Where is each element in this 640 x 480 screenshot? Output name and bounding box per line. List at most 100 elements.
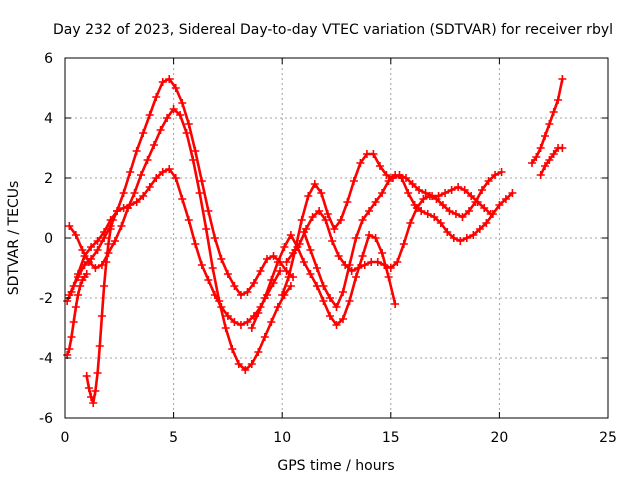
data-point bbox=[249, 279, 258, 287]
data-point bbox=[256, 267, 265, 275]
data-point bbox=[432, 195, 441, 203]
x-tick-label: 20 bbox=[490, 430, 508, 446]
y-tick-label: 6 bbox=[44, 51, 53, 67]
x-tick-label: 15 bbox=[382, 430, 400, 446]
data-point bbox=[260, 294, 269, 302]
data-point bbox=[289, 249, 298, 257]
data-point bbox=[197, 177, 206, 185]
series-line bbox=[65, 167, 282, 327]
data-point bbox=[484, 177, 493, 185]
data-point bbox=[317, 189, 326, 197]
data-point bbox=[69, 318, 78, 326]
data-point bbox=[423, 210, 432, 218]
data-point bbox=[441, 189, 450, 197]
data-point bbox=[358, 252, 367, 260]
data-point bbox=[204, 207, 213, 215]
data-point bbox=[458, 213, 467, 221]
data-point bbox=[221, 324, 230, 332]
data-point bbox=[339, 288, 348, 296]
data-point bbox=[278, 291, 287, 299]
data-point bbox=[358, 216, 367, 224]
data-point bbox=[299, 258, 308, 266]
data-point bbox=[93, 246, 102, 254]
data-point bbox=[325, 294, 334, 302]
data-point bbox=[208, 264, 217, 272]
data-point bbox=[475, 225, 484, 233]
data-point bbox=[100, 282, 109, 290]
data-point bbox=[228, 345, 237, 353]
data-point bbox=[415, 186, 424, 194]
data-point bbox=[197, 261, 206, 269]
data-point bbox=[178, 195, 187, 203]
data-point bbox=[386, 264, 395, 272]
data-point bbox=[71, 231, 80, 239]
data-point bbox=[328, 237, 337, 245]
data-point bbox=[336, 216, 345, 224]
data-point bbox=[230, 318, 239, 326]
data-point bbox=[67, 333, 76, 341]
data-point bbox=[325, 312, 334, 320]
tick-layer: 0 5 10 15 20 25 -6 -4 -2 0 2 4 6 bbox=[39, 51, 617, 446]
data-point bbox=[273, 303, 282, 311]
data-point bbox=[84, 258, 93, 266]
data-point bbox=[280, 243, 289, 251]
data-point bbox=[378, 249, 387, 257]
data-point bbox=[460, 186, 469, 194]
data-point bbox=[406, 219, 415, 227]
data-point bbox=[299, 228, 308, 236]
data-point bbox=[87, 243, 96, 251]
data-point bbox=[306, 270, 315, 278]
data-point bbox=[89, 399, 98, 407]
data-point bbox=[449, 234, 458, 242]
data-point bbox=[76, 282, 85, 290]
data-point bbox=[195, 189, 204, 197]
data-point bbox=[82, 372, 91, 380]
data-point bbox=[419, 195, 428, 203]
data-point bbox=[191, 147, 200, 155]
data-point bbox=[171, 174, 180, 182]
x-tick-label: 0 bbox=[61, 430, 70, 446]
data-point bbox=[150, 141, 159, 149]
data-point bbox=[352, 234, 361, 242]
series-track-8 bbox=[299, 171, 517, 311]
data-point bbox=[541, 132, 550, 140]
series-track-5 bbox=[63, 270, 91, 359]
y-tick-label: -6 bbox=[39, 411, 53, 427]
data-point bbox=[445, 207, 454, 215]
data-point bbox=[371, 198, 380, 206]
data-point bbox=[456, 237, 465, 245]
data-point bbox=[467, 192, 476, 200]
data-point bbox=[276, 267, 285, 275]
data-point bbox=[365, 231, 374, 239]
series-track-11 bbox=[536, 144, 567, 179]
data-point bbox=[87, 393, 96, 401]
data-point bbox=[310, 180, 319, 188]
x-tick-label: 25 bbox=[599, 430, 617, 446]
data-point bbox=[558, 144, 567, 152]
data-point bbox=[501, 195, 510, 203]
data-point bbox=[241, 366, 250, 374]
data-point bbox=[191, 240, 200, 248]
data-point bbox=[65, 222, 74, 230]
data-point bbox=[421, 189, 430, 197]
data-point bbox=[482, 219, 491, 227]
data-point bbox=[202, 225, 211, 233]
data-point bbox=[384, 273, 393, 281]
data-point bbox=[132, 198, 141, 206]
data-point bbox=[365, 207, 374, 215]
data-point bbox=[71, 303, 80, 311]
y-tick-label: 4 bbox=[44, 111, 53, 127]
data-point bbox=[243, 288, 252, 296]
data-point bbox=[527, 159, 536, 167]
data-point bbox=[491, 171, 500, 179]
series-track-4 bbox=[82, 216, 117, 407]
data-point bbox=[345, 261, 354, 269]
data-point bbox=[254, 309, 263, 317]
data-point bbox=[163, 114, 172, 122]
data-point bbox=[95, 342, 104, 350]
y-axis-label: SDTVAR / TECUs bbox=[6, 181, 22, 296]
data-point bbox=[243, 318, 252, 326]
